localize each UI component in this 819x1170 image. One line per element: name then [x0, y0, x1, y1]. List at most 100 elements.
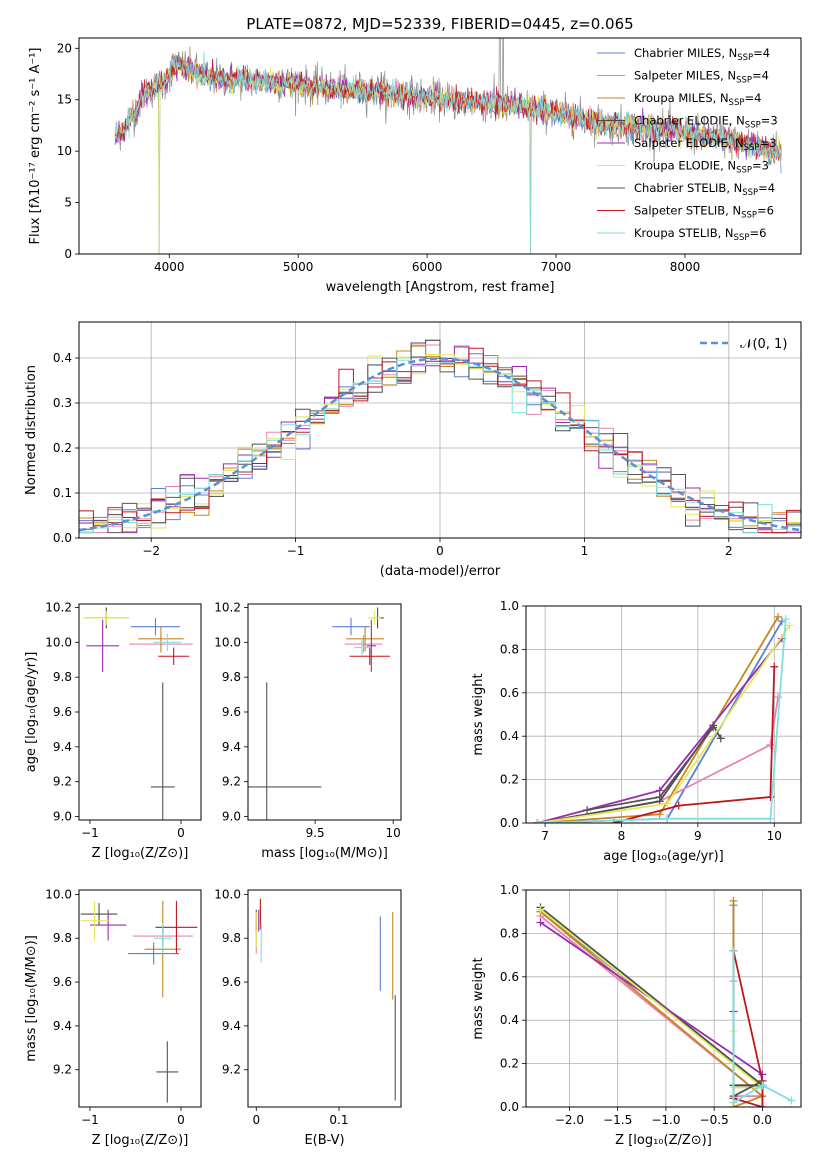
weight-marker-8	[781, 615, 790, 624]
plot-area	[79, 322, 801, 538]
weight-marker-4	[536, 918, 545, 927]
y-tick-label: 0.4	[500, 729, 519, 743]
y-tick-label: 9.6	[53, 975, 72, 989]
axes-frame	[525, 889, 802, 1108]
x-axis-label: Z [log₁₀(Z/Z⊙)]	[615, 1133, 712, 1148]
weight-marker-2	[774, 612, 783, 621]
y-tick-label: 0.8	[500, 926, 519, 940]
x-tick-label: 6000	[412, 260, 443, 274]
x-axis-label: (data-model)/error	[380, 564, 501, 579]
plot-area	[255, 898, 396, 1101]
y-tick-label: 1.0	[500, 599, 519, 613]
y-tick-label: 0.0	[500, 1100, 519, 1114]
y-tick-label: 0.1	[53, 486, 72, 500]
weight-marker-5	[785, 621, 794, 630]
normal-legend-label: 𝒩(0, 1)	[740, 337, 787, 352]
weight-marker-6	[655, 792, 664, 801]
y-tick-label: 0.0	[500, 816, 519, 830]
weight-line-7	[613, 666, 776, 823]
x-tick-label: −1.0	[651, 1113, 680, 1127]
y-axis-label: mass weight	[471, 957, 486, 1039]
x-tick-label: 0	[436, 544, 444, 558]
legend-label-1: Salpeter MILES, NSSP=4	[634, 69, 769, 86]
y-tick-label: 9.6	[222, 705, 241, 719]
x-tick-label: 0	[177, 826, 185, 840]
x-tick-label: 10	[386, 826, 401, 840]
weight-marker-8	[533, 819, 542, 823]
histogram-7	[79, 347, 801, 534]
spectrum-model-7	[114, 55, 782, 162]
panel-weight-vs-age: 7 8 9 10 0.0 0.2 0.4 0.6 0.8 1.0 age [log₁₀(age/yr…	[471, 599, 802, 864]
legend-label-7: Salpeter STELIB, NSSP=6	[634, 204, 774, 221]
y-tick-label: 0.6	[500, 970, 519, 984]
panel-age-vs-mass: 9.5 10 9.0 9.2 9.4 9.6 9.8 10.0 10.2 mass [log₁₀(…	[214, 600, 402, 861]
axes-frame	[78, 889, 202, 1108]
y-tick-label: 0.3	[53, 396, 72, 410]
normal-curve	[79, 357, 801, 532]
weight-marker-7	[770, 662, 779, 671]
panel-weight-vs-Z: −2.0 −1.5 −1.0 −0.5 0.0 0.0 0.2 0.4 0.6 0.8 1.0 Z […	[471, 883, 802, 1148]
weight-marker-8	[663, 814, 672, 823]
figure-title: PLATE=0872, MJD=52339, FIBERID=0445, z=0…	[246, 15, 633, 33]
x-tick-label: 1	[581, 544, 589, 558]
x-axis-label: wavelength [Angstrom, rest frame]	[326, 280, 555, 295]
y-tick-label: 10	[57, 144, 72, 158]
x-tick-label: 9	[694, 829, 702, 843]
y-tick-label: 9.8	[53, 670, 72, 684]
y-tick-label: 0.6	[500, 686, 519, 700]
weight-marker-1	[774, 693, 783, 702]
weight-marker-6	[709, 723, 718, 732]
y-axis-label: Normed distribution	[24, 365, 39, 495]
legend-label-6: Chabrier STELIB, NSSP=4	[634, 181, 775, 198]
x-tick-label: 2	[725, 544, 733, 558]
legend-label-3: Chabrier ELODIE, NSSP=3	[634, 114, 778, 131]
y-tick-label: 9.2	[222, 775, 241, 789]
weight-marker-8	[729, 1098, 738, 1107]
weight-line-2	[537, 616, 779, 823]
legend-label-0: Chabrier MILES, NSSP=4	[634, 46, 770, 63]
weight-line-8	[537, 618, 787, 823]
y-axis-label: mass [log₁₀(M/M⊙)]	[24, 935, 39, 1062]
weight-marker-8	[787, 1096, 796, 1105]
weight-line-5	[539, 908, 765, 1089]
y-tick-label: 20	[57, 41, 72, 55]
y-axis-label: Flux [fλ10⁻¹⁷ erg cm⁻² s⁻¹ A⁻¹]	[28, 48, 43, 245]
axes-frame	[525, 605, 802, 824]
x-axis-label: age [log₁₀(age/yr)]	[603, 849, 724, 864]
y-tick-label: 0.2	[53, 441, 72, 455]
legend-label-2: Kroupa MILES, NSSP=4	[634, 91, 761, 108]
y-tick-label: 9.6	[53, 705, 72, 719]
y-tick-label: 10.0	[214, 887, 241, 901]
weight-marker-7	[674, 801, 683, 810]
spectrum-model-8	[114, 51, 782, 254]
y-tick-label: 10.2	[45, 600, 72, 614]
x-tick-label: 0.0	[753, 1113, 772, 1127]
y-tick-label: 0.2	[500, 1057, 519, 1071]
weight-line-7	[732, 950, 764, 1107]
axes-frame	[247, 889, 402, 1108]
y-tick-label: 9.4	[222, 740, 241, 754]
x-tick-label: −1.5	[603, 1113, 632, 1127]
x-tick-label: 8000	[670, 260, 701, 274]
panel-age-vs-Z: −1 0 9.0 9.2 9.4 9.6 9.8 10.0 10.2 Z [log₁₀(Z/Z⊙)…	[24, 600, 202, 861]
x-tick-label: 4000	[154, 260, 185, 274]
y-tick-label: 10.0	[45, 887, 72, 901]
legend-label-8: Kroupa STELIB, NSSP=6	[634, 226, 766, 243]
weight-marker-2	[655, 810, 664, 819]
x-tick-label: −1	[81, 1113, 99, 1127]
x-axis-label: Z [log₁₀(Z/Z⊙)]	[92, 1133, 189, 1148]
y-tick-label: 9.6	[222, 975, 241, 989]
histogram-3	[79, 339, 801, 534]
y-tick-label: 0.4	[53, 351, 72, 365]
x-tick-label: 5000	[283, 260, 314, 274]
x-tick-label: 0	[177, 1113, 185, 1127]
weight-line-3	[539, 906, 765, 1087]
y-tick-label: 0	[64, 247, 72, 261]
y-tick-label: 10.2	[214, 600, 241, 614]
plot-area	[526, 890, 801, 1107]
weight-marker-2	[729, 896, 738, 905]
weight-marker-1	[766, 740, 775, 749]
x-tick-label: −1	[287, 544, 305, 558]
weight-marker-3	[716, 734, 725, 743]
weight-line-2	[539, 900, 765, 1107]
